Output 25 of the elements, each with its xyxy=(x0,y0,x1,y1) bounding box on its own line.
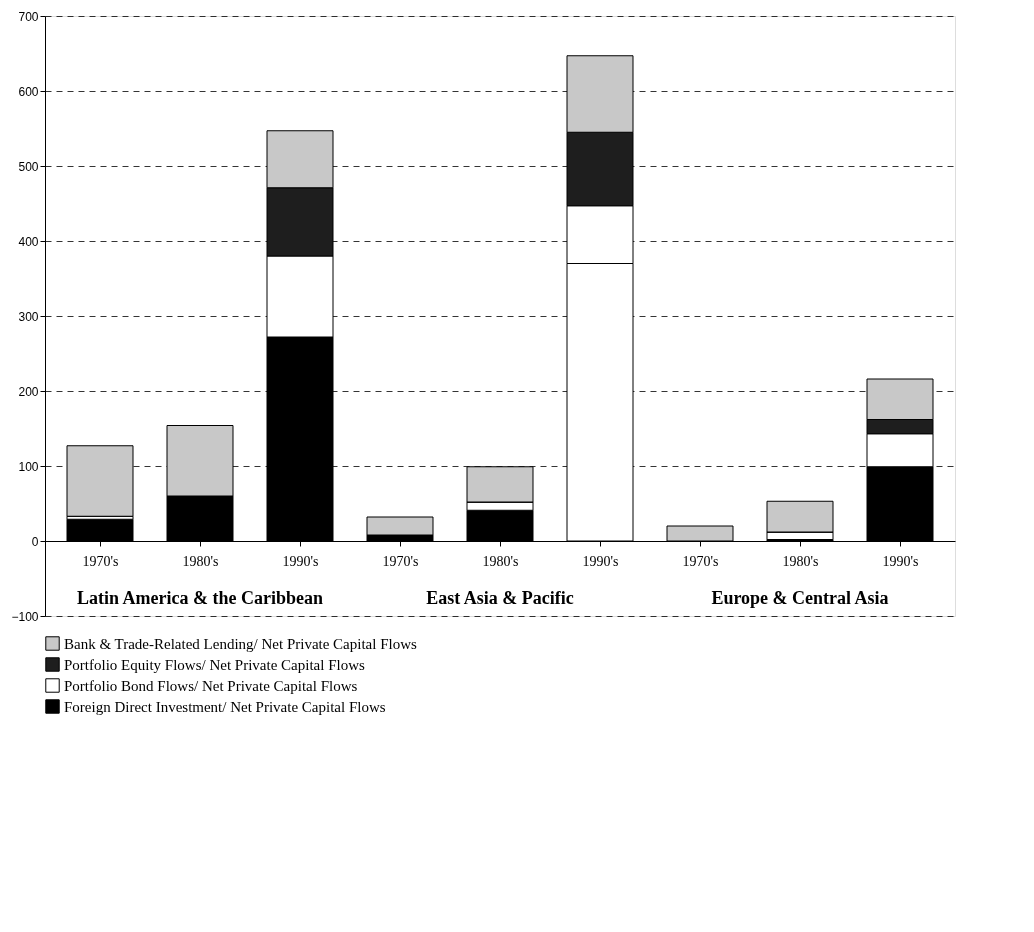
y-tick-label: −100 xyxy=(11,609,39,624)
y-tick-label: 700 xyxy=(18,9,39,24)
legend-label: Portfolio Equity Flows/ Net Private Capital Flows xyxy=(64,656,365,673)
x-tick-label: 1990's xyxy=(882,553,919,569)
annotation: East Asia & Pacific xyxy=(426,588,574,608)
annotation: Europe & Central Asia xyxy=(711,588,889,608)
x-tick-label: 1980's xyxy=(782,553,819,569)
x-tick-label: 1990's xyxy=(282,553,319,569)
x-tick-label: 1970's xyxy=(82,553,119,569)
annotation: Latin America & the Caribbean xyxy=(77,588,323,608)
x-tick-label: 1980's xyxy=(482,553,519,569)
x-tick-label: 1980's xyxy=(182,553,219,569)
y-tick-label: 0 xyxy=(31,534,39,549)
y-tick-label: 600 xyxy=(18,84,39,99)
legend-label: Foreign Direct Investment/ Net Private Capital Flows xyxy=(64,698,386,715)
y-tick-label: 400 xyxy=(18,234,39,249)
legend-label: Portfolio Bond Flows/ Net Private Capital Flows xyxy=(64,677,358,694)
x-tick-label: 1970's xyxy=(382,553,419,569)
y-tick-label: 300 xyxy=(18,309,39,324)
y-tick-label: 100 xyxy=(18,459,39,474)
y-tick-label: 200 xyxy=(18,384,39,399)
x-tick-label: 1970's xyxy=(682,553,719,569)
x-tick-label: 1990's xyxy=(582,553,619,569)
y-tick-label: 500 xyxy=(18,159,39,174)
legend-label: Bank & Trade-Related Lending/ Net Private Capital Flows xyxy=(64,635,418,652)
